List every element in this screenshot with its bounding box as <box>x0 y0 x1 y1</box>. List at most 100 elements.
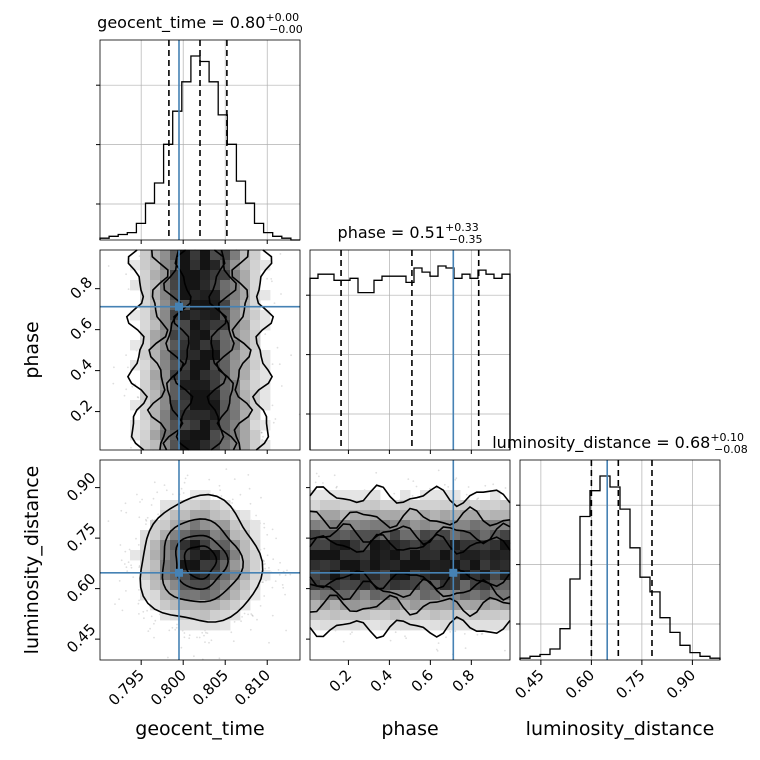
density-cell <box>430 580 441 591</box>
density-cell <box>190 330 201 341</box>
scatter-point <box>128 548 131 551</box>
density-cell <box>320 620 331 631</box>
density-cell <box>500 540 511 551</box>
density-cell <box>240 380 251 391</box>
scatter-point <box>150 615 153 618</box>
density-cell <box>130 420 141 431</box>
contour-line <box>309 594 511 618</box>
scatter-point <box>271 280 273 283</box>
density-cell <box>240 570 251 581</box>
density-cell <box>180 350 191 361</box>
density-cell <box>140 430 151 441</box>
density-cell <box>150 280 161 291</box>
density-cell <box>160 580 171 591</box>
density-cell <box>250 550 261 561</box>
density-cell <box>360 600 371 611</box>
density-cell <box>220 320 231 331</box>
density-cell <box>390 560 401 571</box>
density-cell <box>130 550 141 561</box>
density-cell <box>350 620 361 631</box>
density-cell <box>220 610 231 621</box>
scatter-point <box>175 626 178 629</box>
scatter-point <box>290 354 292 357</box>
density-cell <box>390 580 401 591</box>
density-cell <box>150 270 161 281</box>
density-cell <box>470 550 481 561</box>
scatter-point <box>196 636 198 639</box>
density-cell <box>150 530 161 541</box>
density-cell <box>450 490 461 501</box>
density-cell <box>330 600 341 611</box>
density-cell <box>250 300 261 311</box>
density-cell <box>320 540 331 551</box>
scatter-point <box>120 559 123 562</box>
truth-marker <box>174 568 183 577</box>
density-cell <box>380 550 391 561</box>
scatter-point <box>255 514 257 517</box>
scatter-point <box>481 632 484 635</box>
density-cell <box>190 410 201 421</box>
density-cell <box>170 400 181 411</box>
density-cell <box>150 560 161 571</box>
density-cell <box>360 580 371 591</box>
density-cell <box>190 370 201 381</box>
density-cell <box>190 420 201 431</box>
density-cell <box>250 320 261 331</box>
density-cell <box>220 590 231 601</box>
density-cell <box>180 300 191 311</box>
density-cell <box>320 520 331 531</box>
density-cell <box>230 360 241 371</box>
density-cell <box>440 600 451 611</box>
density-cell <box>220 410 231 421</box>
scatter-point <box>182 492 185 494</box>
contour-line <box>125 249 149 451</box>
density-cell <box>190 430 201 441</box>
scatter-point <box>153 622 155 625</box>
scatter-point <box>150 504 153 506</box>
scatter-point <box>405 637 407 640</box>
scatter-point <box>407 478 410 480</box>
scatter-point <box>335 486 338 489</box>
title-upper-error: +0.10 <box>710 431 744 444</box>
scatter-point <box>112 382 115 385</box>
density-cell <box>210 440 221 451</box>
density-cell <box>470 600 481 611</box>
scatter-point <box>464 647 467 649</box>
density-cell <box>320 590 331 601</box>
density-cell <box>190 580 201 591</box>
contour-line <box>206 249 228 451</box>
density-cell <box>180 290 191 301</box>
density-cell <box>150 550 161 561</box>
density-cell <box>250 400 261 411</box>
scatter-point <box>231 498 234 501</box>
density-cell <box>340 590 351 601</box>
density-cell <box>460 520 471 531</box>
density-cell <box>380 500 391 511</box>
density-cell <box>160 520 171 531</box>
density-cell <box>390 510 401 521</box>
density-cell <box>370 540 381 551</box>
density-cell <box>160 610 171 621</box>
scatter-point <box>123 563 126 565</box>
scatter-point <box>272 421 275 424</box>
density-cell <box>350 510 361 521</box>
density-cell <box>160 290 171 301</box>
density-cell <box>400 490 411 501</box>
density-cell <box>190 500 201 511</box>
density-cell <box>210 330 221 341</box>
density-cell <box>380 610 391 621</box>
scatter-point <box>263 560 265 563</box>
density-cell <box>450 510 461 521</box>
density-cell <box>150 390 161 401</box>
density-cell <box>420 620 431 631</box>
density-cell <box>360 520 371 531</box>
density-cell <box>170 280 181 291</box>
scatter-point <box>285 629 287 632</box>
density-cell <box>230 600 241 611</box>
density-cell <box>460 530 471 541</box>
density-cell <box>360 530 371 541</box>
density-cell <box>470 540 481 551</box>
density-cell <box>210 350 221 361</box>
scatter-point <box>107 520 110 522</box>
density-cell <box>420 590 431 601</box>
